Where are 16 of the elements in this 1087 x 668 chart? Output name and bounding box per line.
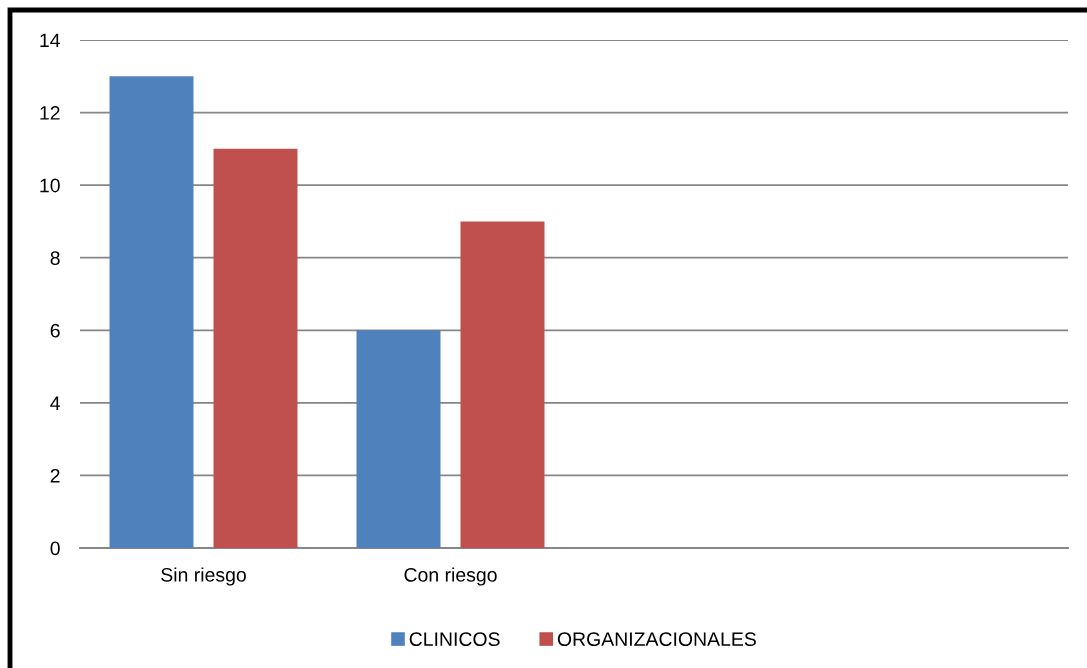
x-tick-label: Sin riesgo <box>161 567 246 586</box>
legend-label: ORGANIZACIONALES <box>557 632 756 647</box>
bar <box>109 76 194 548</box>
legend-label: CLINICOS <box>409 632 500 647</box>
x-tick-label: Con riesgo <box>404 567 497 586</box>
bar <box>213 148 298 548</box>
bar <box>356 330 441 548</box>
y-tick-label: 8 <box>50 251 60 265</box>
y-tick-label: 14 <box>40 33 60 48</box>
y-tick-label: 2 <box>50 468 60 483</box>
y-tick-label: 6 <box>50 323 60 338</box>
y-tick-label: 12 <box>40 106 60 120</box>
y-tick-label: 10 <box>40 178 60 193</box>
bar <box>460 221 545 548</box>
y-tick-label: 4 <box>50 396 60 410</box>
y-tick-label: 0 <box>50 541 60 556</box>
